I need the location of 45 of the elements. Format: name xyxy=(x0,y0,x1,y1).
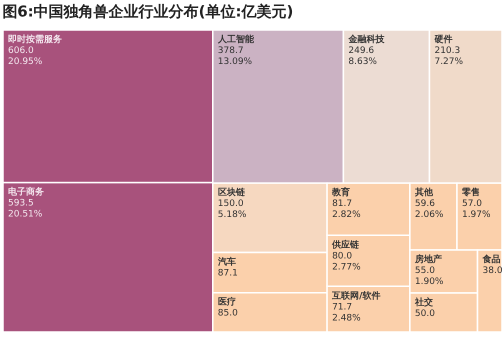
category-label: 食品 xyxy=(482,254,501,266)
category-label: 金融科技 xyxy=(347,34,386,45)
data-label: 71.7 xyxy=(332,302,352,312)
data-label: 20.51% xyxy=(8,210,43,220)
category-label: 医疗 xyxy=(218,296,236,308)
data-label: 7.27% xyxy=(434,57,464,67)
category-label: 房地产 xyxy=(414,254,442,266)
data-label: 5.18% xyxy=(218,210,247,220)
data-label: 81.7 xyxy=(332,199,352,210)
data-label: 55.0 xyxy=(414,266,436,276)
category-label: 零售 xyxy=(460,187,480,198)
data-label: 2.77% xyxy=(332,262,362,272)
data-label: 2.06% xyxy=(414,210,444,220)
category-label: 区块链 xyxy=(218,187,246,198)
category-label: 社交 xyxy=(414,296,433,308)
data-label: 80.0 xyxy=(332,251,352,262)
data-label: 1.97% xyxy=(462,210,492,220)
category-label: 教育 xyxy=(331,186,350,198)
data-label: 87.1 xyxy=(218,268,238,278)
text: 图6:中国独角兽企业行业分布(单位:亿美元) xyxy=(2,2,294,20)
data-label: 249.6 xyxy=(348,46,374,56)
category-label: 即时按需服务 xyxy=(8,34,62,45)
data-label: 2.48% xyxy=(332,313,362,324)
data-label: 38.0 xyxy=(482,266,502,276)
data-label: 210.3 xyxy=(434,46,460,56)
data-label: 57.0 xyxy=(462,199,482,210)
category-label: 其他 xyxy=(414,187,434,198)
data-label: 593.5 xyxy=(8,198,34,209)
category-label: 供应链 xyxy=(331,239,360,250)
data-label: 378.7 xyxy=(218,46,244,56)
category-label: 人工智能 xyxy=(216,34,255,45)
category-label: 电子商务 xyxy=(8,186,44,198)
category-label: 硬件 xyxy=(433,34,452,45)
data-label: 20.95% xyxy=(8,57,43,67)
data-label: 2.82% xyxy=(332,210,362,220)
category-label: 汽车 xyxy=(216,256,236,268)
data-label: 8.63% xyxy=(348,57,378,67)
data-label: 85.0 xyxy=(218,308,238,319)
data-label: 606.0 xyxy=(8,46,34,56)
data-label: 13.09% xyxy=(218,57,253,67)
category-label: 互联网/软件 xyxy=(331,290,380,302)
data-label: 50.0 xyxy=(414,308,436,319)
data-label: 59.6 xyxy=(414,199,436,210)
data-label: 1.90% xyxy=(414,277,444,288)
data-label: 150.0 xyxy=(218,199,244,210)
